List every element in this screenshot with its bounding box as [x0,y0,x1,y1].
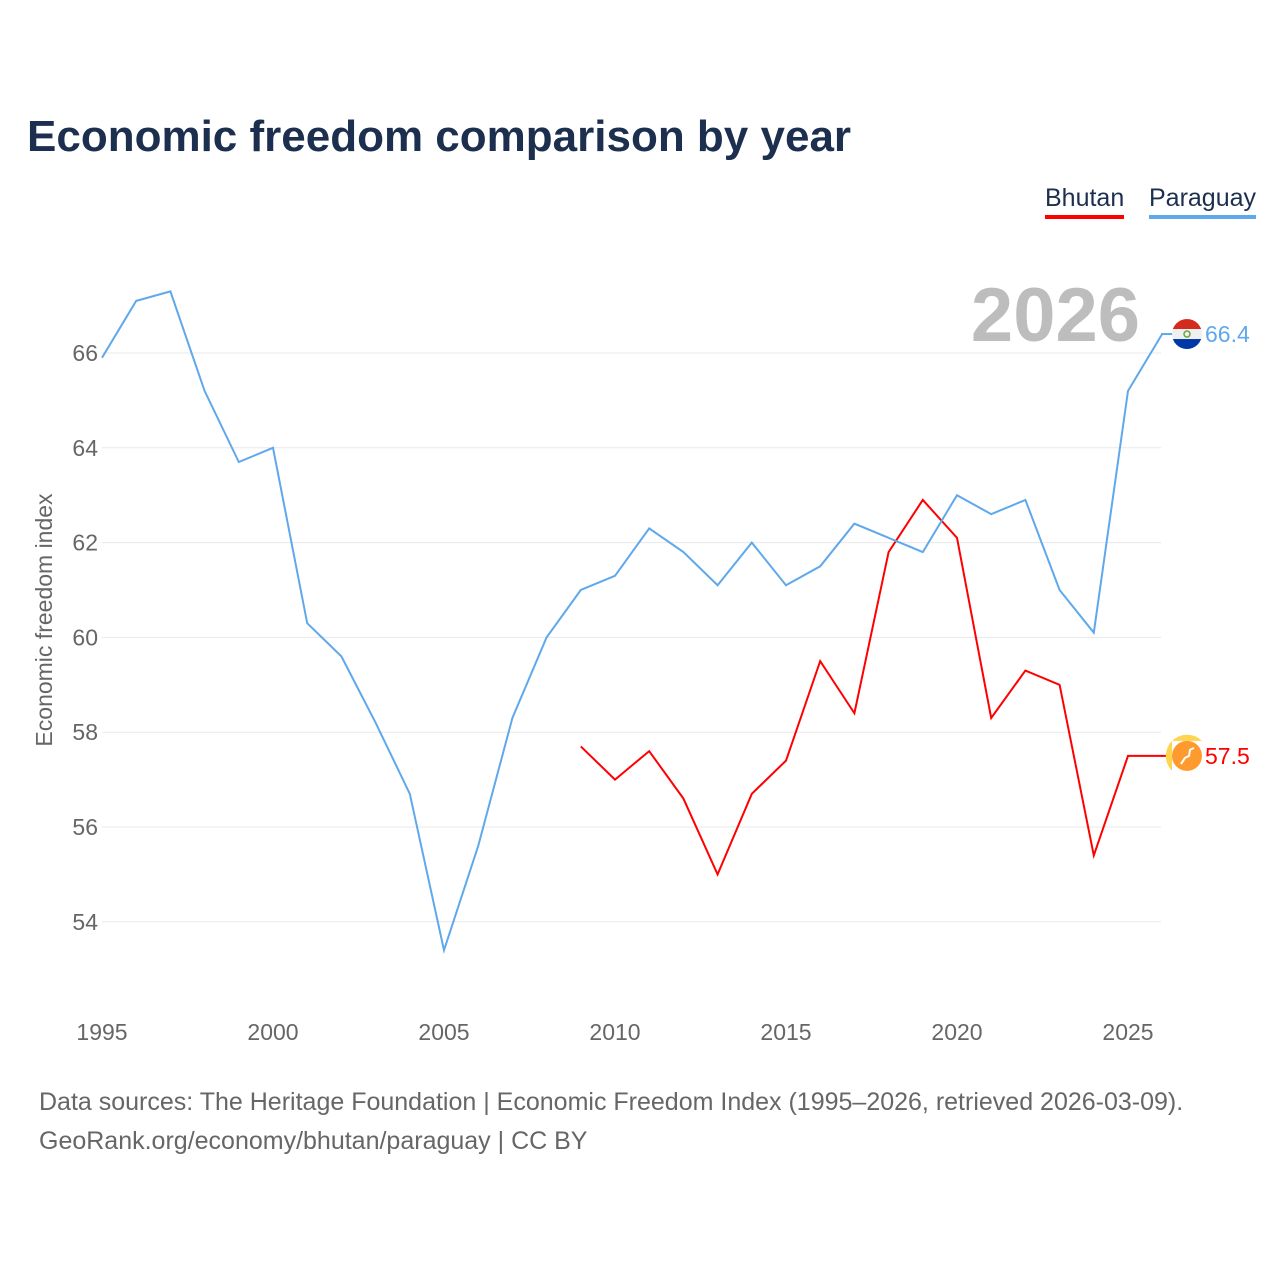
legend-bhutan[interactable]: Bhutan [1045,184,1125,219]
source-line-2[interactable]: GeoRank.org/economy/bhutan/paraguay | CC… [39,1127,588,1155]
x-tick-label: 2010 [589,1019,640,1045]
y-axis-label: Economic freedom index [31,493,57,747]
highlight-year-label: 2026 [971,273,1140,358]
y-tick-label: 60 [72,624,98,650]
paraguay-flag-icon [1172,319,1202,350]
x-tick-label: 2020 [931,1019,982,1045]
bhutan-flag-icon [1165,734,1202,771]
x-tick-label: 1995 [76,1019,127,1045]
y-tick-label: 58 [72,719,98,745]
end-value-label: 66.4 [1205,321,1250,347]
y-tick-label: 54 [72,909,98,935]
end-value-label: 57.5 [1205,743,1250,769]
source-line-1: Data sources: The Heritage Foundation | … [39,1088,1184,1116]
series-line-paraguay [101,290,1164,955]
x-tick-label: 2005 [418,1019,469,1045]
y-tick-label: 64 [72,435,98,461]
legend-paraguay[interactable]: Paraguay [1149,184,1257,219]
x-tick-label: 2025 [1102,1019,1153,1045]
x-tick-label: 2015 [760,1019,811,1045]
y-tick-label: 66 [72,340,98,366]
chart-title: Economic freedom comparison by year [27,112,852,161]
series-line-bhutan [580,498,1163,877]
y-tick-label: 56 [72,814,98,840]
x-tick-label: 2000 [247,1019,298,1045]
y-tick-label: 62 [72,530,98,556]
